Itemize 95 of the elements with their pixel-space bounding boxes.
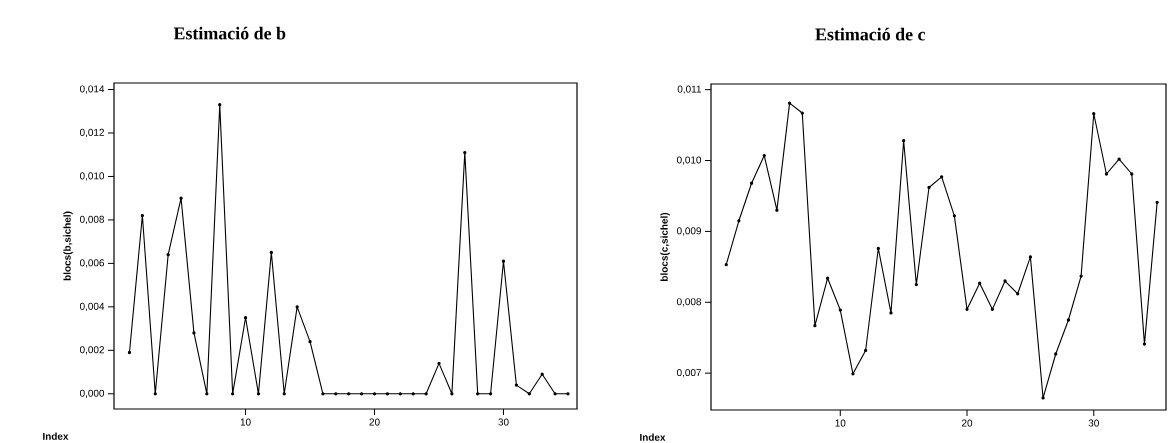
point [1117, 157, 1121, 161]
y-tick-label: 0,008 [79, 215, 105, 225]
point [540, 372, 544, 376]
point [256, 392, 261, 396]
point [231, 392, 235, 396]
x-tick-label: 10 [835, 419, 846, 427]
point [737, 219, 741, 223]
point [166, 253, 170, 257]
point [1155, 200, 1159, 204]
x-tick-label: 20 [369, 418, 380, 426]
point [876, 246, 880, 251]
point [424, 392, 428, 396]
point [787, 101, 792, 105]
point [153, 392, 157, 396]
point [927, 185, 931, 190]
y-axis-title: blocs(c,sichel) [660, 212, 670, 281]
point [476, 392, 480, 396]
point [851, 372, 855, 376]
y-tick-label: 0,006 [79, 259, 105, 268]
point [863, 348, 868, 353]
point [825, 276, 830, 280]
point [192, 331, 196, 335]
point [952, 214, 956, 218]
point [990, 307, 995, 312]
chart-title: Estimació de b [173, 26, 286, 40]
point [749, 181, 754, 185]
point [762, 153, 766, 158]
y-tick-label: 0,008 [676, 298, 702, 307]
point [1003, 279, 1007, 283]
point [488, 392, 493, 396]
point [1016, 292, 1020, 296]
point [437, 361, 441, 366]
x-axis-title: Index [640, 433, 666, 441]
point [1041, 396, 1045, 400]
point [501, 259, 506, 263]
point [965, 307, 969, 312]
point [813, 324, 817, 328]
point [127, 350, 132, 355]
y-tick-label: 0,004 [79, 302, 105, 311]
point [514, 383, 519, 387]
y-tick-label: 0,014 [79, 85, 105, 94]
point [914, 282, 918, 287]
x-axis-title: Index [43, 432, 69, 440]
point [1079, 274, 1083, 278]
point [527, 392, 531, 396]
point [385, 392, 390, 396]
point [269, 250, 273, 255]
point [1054, 352, 1058, 356]
y-tick-label: 0,012 [79, 128, 104, 138]
point [243, 316, 248, 320]
point [1092, 112, 1096, 116]
point [889, 311, 893, 315]
point [463, 150, 467, 155]
point [205, 392, 209, 396]
y-tick-label: 0,009 [676, 227, 702, 236]
point [775, 208, 779, 212]
point [308, 339, 312, 344]
point [347, 392, 351, 396]
point [940, 175, 944, 179]
y-tick-label: 0,010 [79, 172, 105, 181]
point [978, 281, 982, 285]
point [411, 392, 415, 396]
point [1142, 342, 1147, 346]
y-tick-label: 0,010 [676, 156, 702, 165]
x-tick-label: 30 [1088, 419, 1099, 427]
x-tick-label: 20 [961, 419, 973, 427]
y-tick-label: 0,011 [677, 85, 702, 94]
point [140, 213, 145, 218]
point [724, 263, 728, 267]
point [372, 392, 377, 396]
point [218, 103, 222, 107]
y-axis-title: blocs(b,sichel) [63, 211, 73, 281]
point [179, 196, 183, 200]
y-tick-label: 0,002 [79, 346, 104, 355]
point [1104, 172, 1109, 176]
x-tick-label: 10 [240, 418, 251, 426]
point [359, 392, 364, 396]
chart-title: Estimació de c [815, 27, 926, 41]
point [334, 392, 338, 396]
point [1130, 172, 1134, 176]
point [800, 111, 804, 115]
x-tick-label: 30 [498, 418, 509, 426]
point [566, 392, 570, 396]
point [1066, 318, 1071, 322]
point [902, 139, 906, 143]
y-tick-label: 0,007 [676, 369, 701, 378]
point [450, 392, 454, 396]
point [295, 305, 299, 309]
y-tick-label: 0,000 [79, 389, 105, 398]
point [1028, 255, 1033, 259]
point [838, 308, 842, 312]
point [282, 392, 286, 396]
point [398, 392, 402, 396]
point [321, 392, 325, 396]
point [553, 392, 557, 396]
